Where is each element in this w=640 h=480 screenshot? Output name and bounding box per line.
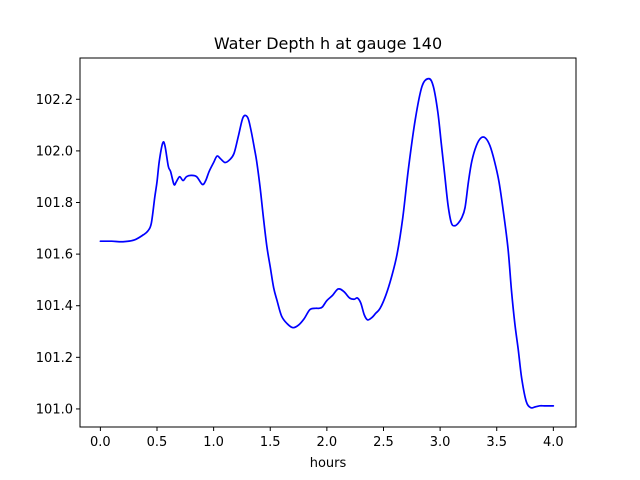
series-line-0	[99, 77, 555, 409]
plot-frame	[79, 57, 577, 428]
x-axis-title: hours	[310, 456, 347, 471]
x-tick-label: 0.5	[147, 435, 168, 450]
x-tick-label: 2.0	[317, 435, 338, 450]
x-tick-label: 2.5	[373, 435, 394, 450]
plot-marks	[99, 77, 555, 409]
x-tick-label: 1.5	[260, 435, 281, 450]
y-tick-label: 101.4	[36, 299, 73, 314]
y-axis: 101.0 101.2 101.4 101.6 101.8 102.0 102.2	[36, 93, 80, 417]
chart-title: Water Depth h at gauge 140	[214, 34, 442, 53]
x-tick-label: 3.5	[486, 435, 507, 450]
y-tick-label: 101.2	[36, 351, 73, 366]
y-tick-label: 101.8	[36, 196, 73, 211]
y-tick-label: 101.0	[36, 402, 73, 417]
x-tick-label: 3.0	[430, 435, 451, 450]
x-axis: 0.0 0.5 1.0 1.5 2.0 2.5 3.0 3.5 4.0	[90, 427, 564, 450]
y-tick-label: 102.0	[36, 144, 73, 159]
y-tick-label: 102.2	[36, 93, 73, 108]
x-tick-label: 1.0	[203, 435, 224, 450]
x-tick-label: 4.0	[543, 435, 564, 450]
y-tick-label: 101.6	[36, 248, 73, 263]
x-tick-label: 0.0	[90, 435, 111, 450]
